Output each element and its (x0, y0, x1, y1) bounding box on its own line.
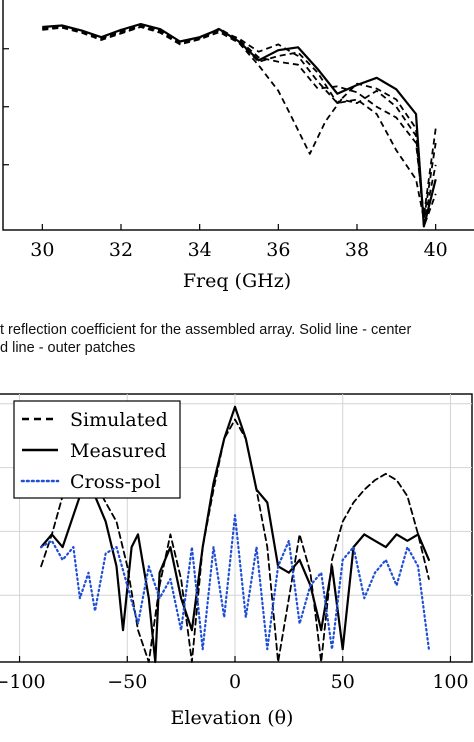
legend: Simulated Measured Cross-pol (13, 400, 181, 499)
bottom-x-tick-label: 100 (432, 671, 468, 693)
bottom-series-line-measured (40, 405, 430, 664)
legend-label-simulated: Simulated (70, 409, 168, 431)
top-series-line-2 (42, 24, 437, 228)
legend-label-cross-pol: Cross-pol (70, 471, 161, 493)
bottom-x-ticks: −100 −50 0 50 100 (0, 656, 469, 693)
top-x-axis-label: Freq (GHz) (183, 270, 291, 292)
legend-label-measured: Measured (70, 440, 167, 462)
top-x-tick-label-40: 40 (424, 239, 448, 261)
bottom-x-tick-label: −50 (107, 671, 147, 693)
bottom-series-group (40, 405, 430, 664)
top-series-line-0 (42, 23, 437, 228)
bottom-series-line-cross-pol (40, 514, 430, 651)
radiation-pattern-chart: −100 −50 0 50 100 Simulated Measured Cross-p… (0, 393, 473, 729)
bottom-x-tick-label: 0 (229, 671, 241, 693)
reflection-coefficient-chart: 30 32 34 36 38 40 Freq (GHz) (2, 0, 474, 292)
top-x-ticks: 30 32 34 36 38 40 (30, 224, 448, 261)
top-plot-frame (2, 0, 474, 231)
top-x-tick-label-34: 34 (188, 239, 212, 261)
bottom-series-line-simulated (40, 418, 430, 663)
top-y-ticks (3, 48, 9, 166)
figure-caption-line-2: d line - outer patches (0, 340, 136, 356)
bottom-x-tick-label: −100 (0, 671, 46, 693)
top-series-group (42, 23, 437, 228)
top-series-line-1 (42, 26, 437, 224)
figure-caption-line-1: t reflection coefficient for the assembl… (0, 322, 412, 338)
top-x-tick-label-38: 38 (345, 239, 369, 261)
top-series-line-3 (42, 25, 437, 220)
top-x-tick-label-32: 32 (109, 239, 133, 261)
bottom-x-tick-label: 50 (331, 671, 355, 693)
top-x-tick-label-30: 30 (30, 239, 54, 261)
bottom-x-axis-label: Elevation (θ) (171, 707, 294, 729)
top-x-tick-label-36: 36 (266, 239, 290, 261)
top-series-line-4 (42, 25, 437, 217)
